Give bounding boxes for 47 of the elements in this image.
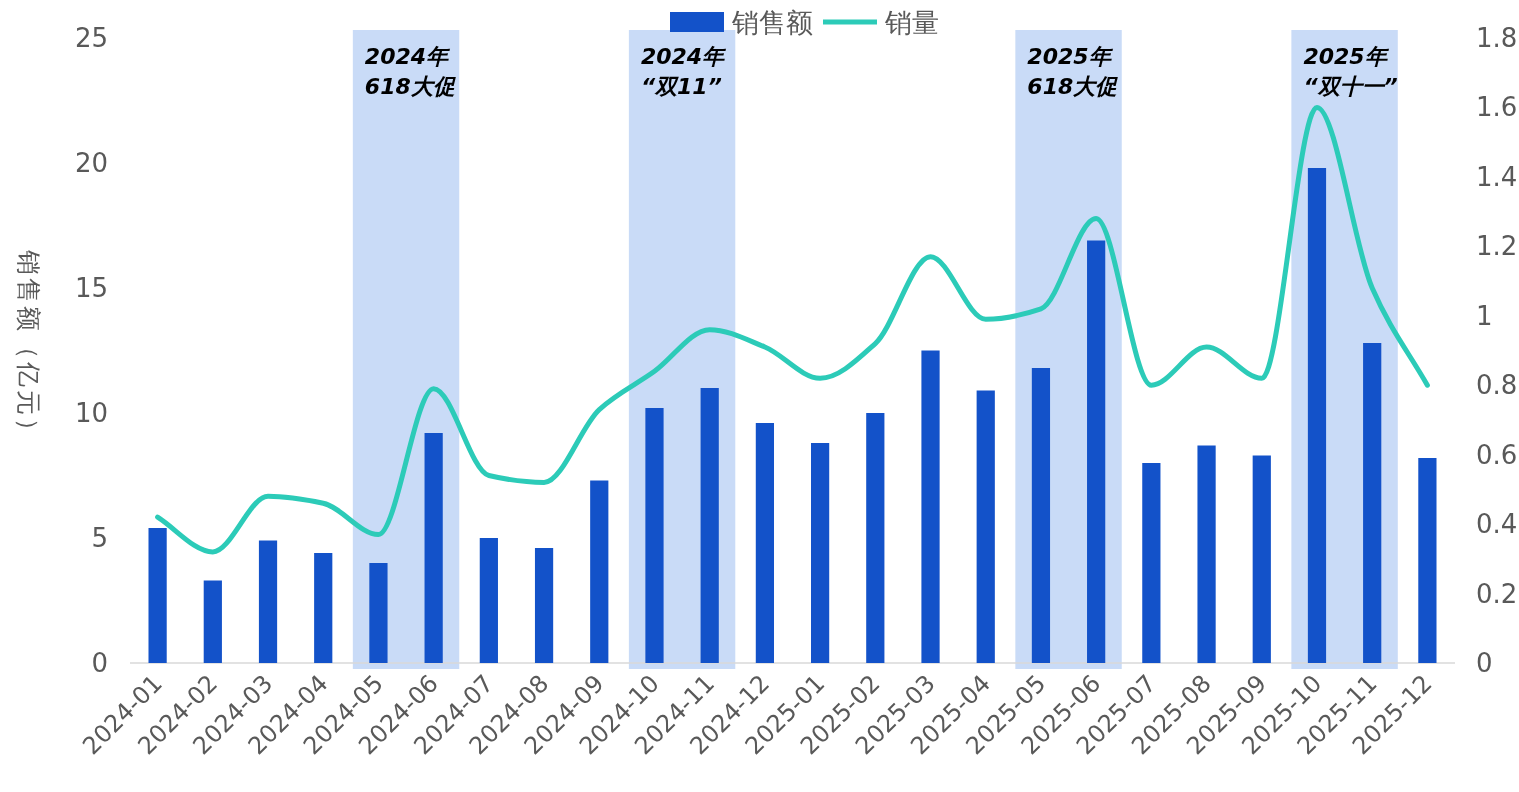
legend-label: 销售额 bbox=[731, 7, 813, 38]
bar bbox=[1418, 458, 1437, 663]
bar bbox=[590, 480, 609, 663]
bar bbox=[314, 553, 333, 663]
y2-tick-label: 1 bbox=[1476, 300, 1493, 331]
y2-tick-label: 0 bbox=[1476, 648, 1493, 678]
y2-tick-label: 0.6 bbox=[1476, 439, 1518, 470]
legend-label: 销量 bbox=[884, 7, 939, 38]
bar bbox=[148, 528, 167, 663]
y2-tick-label: 1.4 bbox=[1476, 161, 1518, 192]
y-tick-label: 5 bbox=[91, 523, 108, 553]
bar bbox=[258, 540, 278, 663]
bar bbox=[1197, 445, 1216, 663]
bar bbox=[479, 538, 498, 663]
bar bbox=[424, 433, 443, 663]
bar bbox=[921, 350, 940, 663]
bar bbox=[1087, 240, 1106, 663]
y-tick-label: 15 bbox=[74, 273, 108, 303]
bar bbox=[755, 423, 774, 663]
y2-tick-label: 1.2 bbox=[1476, 231, 1518, 262]
bar bbox=[1142, 463, 1161, 663]
bar bbox=[1252, 455, 1271, 663]
y2-tick-label: 1.6 bbox=[1476, 92, 1518, 123]
y2-tick-label: 0.8 bbox=[1476, 370, 1518, 401]
band-label: 2025年 618大促 bbox=[1027, 44, 1119, 99]
bar bbox=[976, 390, 995, 663]
bar bbox=[811, 443, 830, 663]
bar bbox=[369, 563, 388, 663]
y-axis-title: 销售额（亿元） bbox=[13, 248, 43, 443]
bar bbox=[866, 413, 885, 663]
y-tick-label: 0 bbox=[91, 648, 108, 678]
bar bbox=[534, 548, 554, 663]
bar bbox=[645, 408, 664, 663]
bar bbox=[1031, 368, 1051, 663]
bar bbox=[1307, 168, 1327, 663]
bar bbox=[203, 580, 222, 663]
bar bbox=[1363, 343, 1382, 663]
y-tick-label: 10 bbox=[74, 398, 108, 428]
y2-tick-label: 0.2 bbox=[1476, 578, 1518, 609]
y-tick-label: 25 bbox=[74, 23, 108, 53]
y-tick-label: 20 bbox=[74, 148, 108, 178]
y2-tick-label: 0.4 bbox=[1476, 509, 1518, 540]
bar bbox=[700, 388, 719, 663]
band-label: 2024年 618大促 bbox=[364, 44, 456, 99]
band-label: 2025年 “双十一” bbox=[1303, 44, 1398, 99]
y2-tick-label: 1.8 bbox=[1476, 23, 1518, 53]
band-label: 2024年 “双11” bbox=[640, 44, 728, 99]
